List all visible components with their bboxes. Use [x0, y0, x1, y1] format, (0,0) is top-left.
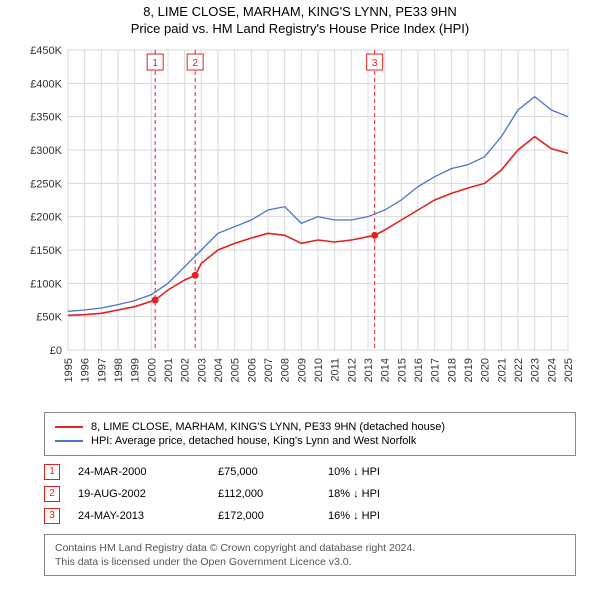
x-tick-label: 2002 — [180, 358, 192, 382]
sale-dot — [152, 296, 159, 303]
x-tick-label: 1998 — [113, 358, 125, 382]
event-badge: 2 — [187, 54, 203, 70]
title-line1: 8, LIME CLOSE, MARHAM, KING'S LYNN, PE33… — [4, 4, 596, 21]
legend-row: HPI: Average price, detached house, King… — [55, 435, 565, 447]
x-tick-label: 2000 — [146, 358, 158, 382]
legend-label: 8, LIME CLOSE, MARHAM, KING'S LYNN, PE33… — [91, 421, 445, 433]
marker-price: £172,000 — [218, 510, 328, 522]
x-tick-label: 2020 — [480, 358, 492, 382]
x-tick-label: 2004 — [213, 358, 225, 382]
legend-swatch — [55, 426, 83, 428]
x-tick-label: 2019 — [463, 358, 475, 382]
title-line2: Price paid vs. HM Land Registry's House … — [4, 21, 596, 38]
event-badge: 1 — [147, 54, 163, 70]
x-tick-label: 2016 — [413, 358, 425, 382]
x-tick-label: 2005 — [230, 358, 242, 382]
x-tick-label: 2003 — [196, 358, 208, 382]
x-tick-label: 2006 — [246, 358, 258, 382]
marker-date: 19-AUG-2002 — [78, 488, 218, 500]
marker-price: £112,000 — [218, 488, 328, 500]
x-tick-label: 2023 — [530, 358, 542, 382]
x-tick-label: 2022 — [513, 358, 525, 382]
sale-dot — [371, 232, 378, 239]
x-tick-label: 2017 — [430, 358, 442, 382]
legend-row: 8, LIME CLOSE, MARHAM, KING'S LYNN, PE33… — [55, 421, 565, 433]
x-tick-label: 2009 — [296, 358, 308, 382]
footer-line2: This data is licensed under the Open Gov… — [55, 555, 565, 569]
footer-line1: Contains HM Land Registry data © Crown c… — [55, 541, 565, 555]
attribution-footer: Contains HM Land Registry data © Crown c… — [44, 534, 576, 576]
y-tick-label: £100K — [30, 278, 62, 290]
marker-price: £75,000 — [218, 466, 328, 478]
chart-title: 8, LIME CLOSE, MARHAM, KING'S LYNN, PE33… — [4, 4, 596, 38]
y-tick-label: £300K — [30, 145, 62, 157]
y-tick-label: £400K — [30, 78, 62, 90]
sale-markers-list: 1 24-MAR-2000£75,00010% ↓ HPI 2 19-AUG-2002… — [44, 464, 576, 524]
y-tick-label: £200K — [30, 211, 62, 223]
marker-date: 24-MAY-2013 — [78, 510, 218, 522]
marker-row: 1 24-MAR-2000£75,00010% ↓ HPI — [44, 464, 576, 480]
svg-text:3: 3 — [372, 58, 378, 69]
chart-svg: £0 £50K £100K £150K £200K £250K £300K £350K £400… — [20, 44, 580, 404]
x-tick-label: 1999 — [130, 358, 142, 382]
marker-delta: 16% ↓ HPI — [328, 510, 380, 522]
marker-badge: 2 — [44, 486, 60, 502]
x-tick-label: 2021 — [496, 358, 508, 382]
event-badge: 3 — [367, 54, 383, 70]
marker-date: 24-MAR-2000 — [78, 466, 218, 478]
marker-delta: 10% ↓ HPI — [328, 466, 380, 478]
y-tick-label: £50K — [36, 311, 62, 323]
y-tick-label: £0 — [50, 345, 62, 357]
y-tick-label: £350K — [30, 111, 62, 123]
y-tick-label: £250K — [30, 178, 62, 190]
x-tick-label: 2012 — [346, 358, 358, 382]
y-tick-label: £450K — [30, 45, 62, 57]
x-tick-label: 2007 — [263, 358, 275, 382]
x-tick-label: 2010 — [313, 358, 325, 382]
svg-text:1: 1 — [152, 58, 158, 69]
x-tick-label: 2011 — [330, 358, 342, 382]
x-tick-label: 2024 — [546, 358, 558, 382]
x-tick-label: 2015 — [396, 358, 408, 382]
legend: 8, LIME CLOSE, MARHAM, KING'S LYNN, PE33… — [44, 412, 576, 456]
marker-delta: 18% ↓ HPI — [328, 488, 380, 500]
x-tick-label: 2013 — [363, 358, 375, 382]
x-tick-label: 1996 — [80, 358, 92, 382]
x-tick-label: 2008 — [280, 358, 292, 382]
legend-label: HPI: Average price, detached house, King… — [91, 435, 416, 447]
x-tick-label: 2018 — [446, 358, 458, 382]
sale-dot — [192, 272, 199, 279]
legend-swatch — [55, 440, 83, 442]
x-tick-label: 2001 — [163, 358, 175, 382]
x-tick-label: 2014 — [380, 358, 392, 382]
line-chart: £0 £50K £100K £150K £200K £250K £300K £350K £400… — [20, 44, 580, 404]
y-tick-label: £150K — [30, 245, 62, 257]
marker-row: 2 19-AUG-2002£112,00018% ↓ HPI — [44, 486, 576, 502]
x-tick-label: 1997 — [96, 358, 108, 382]
marker-badge: 1 — [44, 464, 60, 480]
marker-badge: 3 — [44, 508, 60, 524]
x-tick-label: 2025 — [563, 358, 575, 382]
x-tick-label: 1995 — [63, 358, 75, 382]
marker-row: 3 24-MAY-2013£172,00016% ↓ HPI — [44, 508, 576, 524]
svg-text:2: 2 — [192, 58, 198, 69]
